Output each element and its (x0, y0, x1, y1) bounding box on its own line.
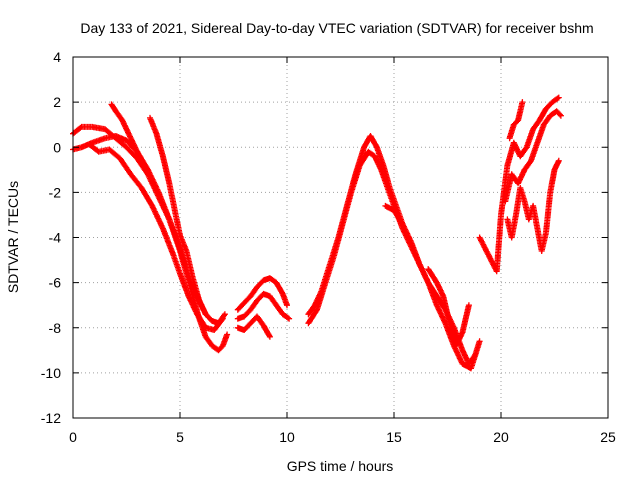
series-track-15 (504, 157, 562, 254)
series-track-2 (70, 133, 231, 354)
data-markers (234, 290, 293, 322)
x-tick-label: 25 (600, 429, 616, 445)
y-tick-label: -4 (49, 230, 62, 246)
series-track-6 (234, 275, 290, 313)
chart-title: Day 133 of 2021, Sidereal Day-to-day VTE… (80, 20, 593, 36)
data-markers (234, 313, 273, 340)
data-markers (147, 114, 228, 327)
series-track-16 (506, 99, 526, 142)
x-tick-label: 10 (279, 429, 295, 445)
data-markers (425, 266, 472, 349)
y-tick-label: -2 (49, 184, 62, 200)
data-layer (70, 94, 564, 372)
y-axis-label: SDTVAR / TECUs (5, 181, 21, 293)
series-track-14 (502, 108, 564, 205)
y-tick-label: -12 (41, 410, 61, 426)
y-tick-label: -8 (49, 320, 62, 336)
series-track-8 (234, 313, 273, 340)
series-track-4 (108, 101, 153, 180)
data-markers (234, 275, 290, 313)
series-track-12 (425, 266, 472, 349)
series-track-3 (87, 142, 226, 333)
y-tick-label: 4 (53, 49, 61, 65)
x-tick-label: 0 (69, 429, 77, 445)
x-axis-label: GPS time / hours (287, 458, 394, 474)
y-tick-label: 0 (53, 139, 61, 155)
series-track-11 (382, 202, 479, 367)
series-track-5 (147, 114, 228, 327)
data-markers (70, 133, 231, 354)
y-tick-label: -10 (41, 365, 61, 381)
y-tick-label: -6 (49, 275, 62, 291)
data-markers (504, 157, 562, 254)
data-markers (502, 108, 564, 205)
x-tick-label: 20 (493, 429, 509, 445)
y-tick-label: 2 (53, 94, 61, 110)
x-tick-label: 5 (176, 429, 184, 445)
series-track-7 (234, 290, 293, 322)
x-tick-label: 15 (386, 429, 402, 445)
data-markers (87, 142, 226, 333)
data-markers (506, 99, 526, 142)
data-markers (108, 101, 153, 180)
data-markers (382, 202, 479, 367)
